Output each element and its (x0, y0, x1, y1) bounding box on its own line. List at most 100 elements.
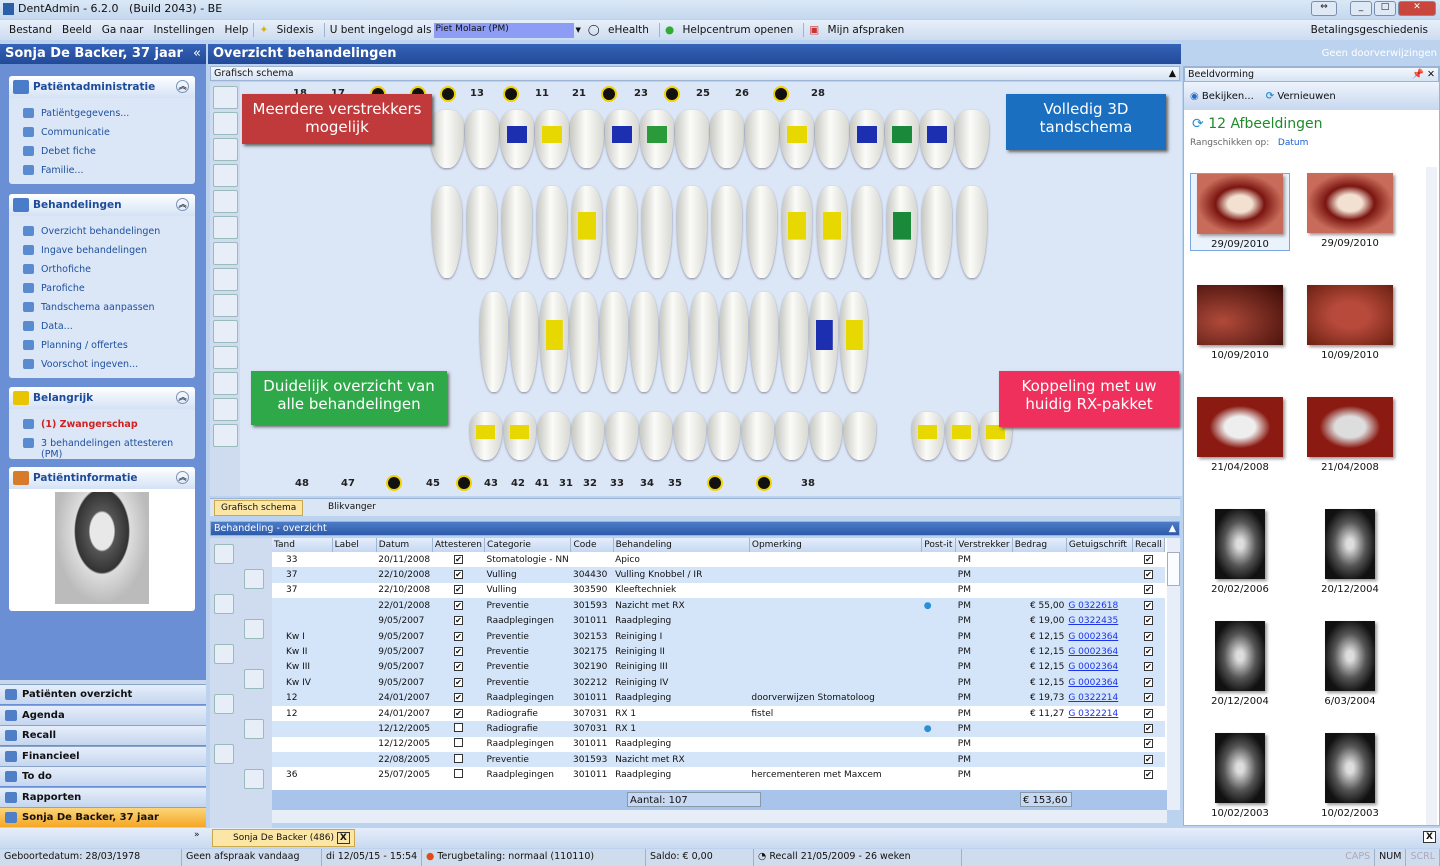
checkbox[interactable]: ✔ (453, 600, 463, 610)
sort-select[interactable]: Datum (1277, 138, 1309, 148)
certificate-link[interactable]: G 0002364 (1068, 647, 1119, 658)
column-header[interactable]: Behandeling (613, 538, 750, 552)
checkbox-cell[interactable]: ✔ (1132, 752, 1165, 768)
tooth[interactable] (674, 412, 706, 460)
schema-tool-button[interactable] (213, 138, 238, 161)
column-header[interactable]: Getuigschrift (1066, 538, 1133, 552)
tab-patient[interactable]: Sonja De Backer (486) X (212, 829, 355, 847)
checkbox-cell[interactable]: ✔ (1132, 767, 1165, 783)
schema-tool-button[interactable] (213, 242, 238, 265)
tooth[interactable] (572, 186, 602, 278)
checkbox-cell[interactable]: ✔ (1132, 582, 1165, 599)
tooth[interactable] (480, 292, 508, 392)
tooth[interactable] (957, 186, 987, 278)
checkbox[interactable]: ✔ (1143, 723, 1153, 733)
sidebar-item-orthofiche[interactable]: Orthofiche (9, 260, 195, 279)
user-select[interactable]: Piet Molaar (PM) (433, 22, 574, 38)
sidebar-item-attesteren[interactable]: 3 behandelingen attesteren (PM) (9, 434, 195, 459)
checkbox[interactable]: ✔ (453, 585, 463, 595)
certificate-cell[interactable]: G 0322618 (1066, 598, 1133, 614)
tooth[interactable] (677, 186, 707, 278)
checkbox[interactable]: ✔ (453, 708, 463, 718)
schema-tool-button[interactable] (213, 268, 238, 291)
schema-tool-button[interactable] (213, 320, 238, 343)
checkbox[interactable] (453, 753, 463, 763)
menu-instellingen[interactable]: Instellingen (153, 24, 215, 36)
table-row[interactable]: Kw I 9/05/2007 ✔ Preventie 302153 Reiniging I… (272, 628, 1165, 645)
checkbox[interactable] (453, 738, 463, 748)
certificate-cell[interactable] (1066, 582, 1133, 599)
image-thumbnail[interactable]: 20/12/2004 (1300, 509, 1400, 595)
certificate-cell[interactable]: G 0322214 (1066, 705, 1133, 722)
expand-icon[interactable]: » (194, 830, 200, 840)
close-all-icon[interactable]: X (1423, 831, 1436, 843)
close-icon[interactable]: 📌 ✕ (1412, 69, 1435, 80)
table-tool-button[interactable] (214, 694, 234, 714)
table-row[interactable]: 12 24/01/2007 ✔ Radiografie 307031 RX 1 fistel… (272, 705, 1165, 722)
menu-ga-naar[interactable]: Ga naar (101, 24, 144, 36)
splitter-handle[interactable] (0, 680, 206, 686)
table-row[interactable]: 12/12/2005 Radiografie 307031 RX 1 ● PM ✔ (272, 721, 1165, 737)
close-tab-icon[interactable]: X (336, 832, 350, 844)
tooth[interactable] (955, 110, 989, 168)
tooth[interactable] (710, 110, 744, 168)
image-thumbnail[interactable]: 10/02/2003 (1190, 733, 1290, 819)
checkbox-cell[interactable]: ✔ (1132, 644, 1165, 660)
tooth[interactable] (510, 292, 538, 392)
horizontal-scrollbar[interactable] (272, 810, 1167, 823)
tooth[interactable] (750, 292, 778, 392)
checkbox-cell[interactable]: ✔ (1132, 675, 1165, 691)
tooth[interactable] (817, 186, 847, 278)
table-row[interactable]: 33 20/11/2008 ✔ Stomatologie - NN Apico PM ✔ (272, 552, 1165, 568)
tooth[interactable] (780, 110, 814, 168)
checkbox-cell[interactable]: ✔ (1132, 598, 1165, 614)
sidebar-item-voorschot[interactable]: Voorschot ingeven... (9, 355, 195, 374)
image-thumbnail[interactable]: 10/09/2010 (1300, 285, 1400, 361)
table-tool-button[interactable] (244, 619, 264, 639)
tooth[interactable] (690, 292, 718, 392)
referrals-label[interactable]: Geen doorverwijzingen (1321, 48, 1437, 59)
collapse-icon[interactable]: ︽ (176, 471, 189, 484)
table-row[interactable]: Kw II 9/05/2007 ✔ Preventie 302175 Reiniging … (272, 644, 1165, 660)
image-thumbnail[interactable]: 29/09/2010 (1300, 173, 1400, 249)
table-tool-button[interactable] (214, 644, 234, 664)
tooth[interactable] (946, 412, 978, 460)
schema-tool-button[interactable] (213, 294, 238, 317)
tooth[interactable] (660, 292, 688, 392)
certificate-cell[interactable]: G 0002364 (1066, 675, 1133, 691)
table-row[interactable]: Kw III 9/05/2007 ✔ Preventie 302190 Reiniging… (272, 659, 1165, 676)
tooth[interactable] (470, 412, 502, 460)
column-header[interactable]: Attesteren (432, 538, 486, 552)
checkbox[interactable]: ✔ (453, 677, 463, 687)
table-row[interactable]: 36 25/07/2005 Raadplegingen 301011 Raadplegi… (272, 767, 1165, 783)
sidebar-item-patientgegevens[interactable]: Patiëntgegevens... (9, 104, 195, 123)
table-row[interactable]: 22/08/2005 Preventie 301593 Nazicht met RX P… (272, 752, 1165, 768)
checkbox-cell[interactable]: ✔ (432, 552, 485, 568)
schema-tool-button[interactable] (213, 164, 238, 187)
schema-tool-button[interactable] (213, 190, 238, 213)
appointments-button[interactable]: ▣ Mijn afspraken (809, 24, 909, 36)
schema-tool-button[interactable] (213, 372, 238, 395)
certificate-cell[interactable] (1066, 752, 1133, 768)
checkbox-cell[interactable]: ✔ (432, 582, 485, 599)
column-header[interactable]: Label (332, 538, 377, 552)
certificate-cell[interactable] (1066, 552, 1133, 568)
tooth[interactable] (572, 412, 604, 460)
tooth[interactable] (840, 292, 868, 392)
checkbox-cell[interactable] (432, 752, 485, 768)
column-header[interactable]: Verstrekker (955, 538, 1013, 552)
certificate-cell[interactable]: G 0322435 (1066, 613, 1133, 629)
tab-grafisch-schema[interactable]: Grafisch schema (214, 500, 304, 516)
checkbox-cell[interactable]: ✔ (1132, 690, 1165, 706)
image-thumbnail[interactable]: 10/09/2010 (1190, 285, 1290, 361)
menu-help[interactable]: Help (224, 24, 249, 36)
tooth[interactable] (780, 292, 808, 392)
checkbox[interactable]: ✔ (453, 570, 463, 580)
image-thumbnail[interactable]: 29/09/2010 (1190, 173, 1290, 251)
tooth[interactable] (810, 412, 842, 460)
checkbox-cell[interactable]: ✔ (432, 690, 485, 706)
tooth[interactable] (465, 110, 499, 168)
tooth[interactable] (500, 110, 534, 168)
certificate-link[interactable]: G 0322214 (1068, 708, 1119, 719)
schema-tool-button[interactable] (213, 398, 238, 421)
